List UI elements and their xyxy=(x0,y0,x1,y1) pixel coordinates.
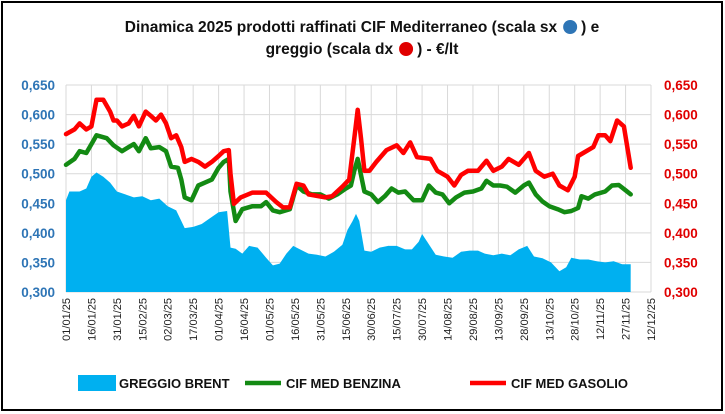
y-right-tick-label: 0,650 xyxy=(664,78,698,93)
title-line1-end: ) e xyxy=(581,19,599,36)
y-right-tick-label: 0,600 xyxy=(664,108,698,123)
y-right-tick-label: 0,450 xyxy=(664,196,698,211)
title-line2: greggio (scala dx xyxy=(266,41,394,58)
y-left-tick-label: 0,450 xyxy=(21,196,55,211)
y-right-tick-label: 0,500 xyxy=(664,167,698,182)
x-tick-label: 01/01/25 xyxy=(61,298,73,341)
x-tick-label: 16/01/25 xyxy=(86,298,98,341)
x-tick-label: 13/10/25 xyxy=(544,298,556,341)
x-tick-label: 01/05/25 xyxy=(264,298,276,341)
x-tick-label: 16/04/25 xyxy=(239,298,251,341)
y-right-tick-label: 0,550 xyxy=(664,137,698,152)
x-tick-label: 29/08/25 xyxy=(468,298,480,341)
legend-label-cif-med-benzina: CIF MED BENZINA xyxy=(286,376,401,391)
x-tick-label: 12/11/25 xyxy=(595,298,607,340)
y-right-tick-label: 0,400 xyxy=(664,226,698,241)
x-tick-label: 16/05/25 xyxy=(290,298,302,341)
x-tick-label: 13/09/25 xyxy=(493,298,505,341)
x-tick-label: 28/10/25 xyxy=(570,298,582,341)
x-tick-label: 31/05/25 xyxy=(315,298,327,341)
y-left-tick-label: 0,600 xyxy=(21,108,55,123)
y-left-tick-label: 0,350 xyxy=(21,255,55,270)
x-tick-label: 27/11/25 xyxy=(621,298,633,340)
title-line2-end: ) - €/lt xyxy=(417,41,458,58)
y-left-tick-label: 0,550 xyxy=(21,137,55,152)
x-tick-label: 15/02/25 xyxy=(137,298,149,341)
y-left-tick-label: 0,500 xyxy=(21,167,55,182)
left-arrow-icon xyxy=(563,20,578,34)
legend-label-cif-med-gasolio: CIF MED GASOLIO xyxy=(511,376,628,391)
right-arrow-icon xyxy=(399,42,414,56)
x-tick-label: 12/12/25 xyxy=(646,298,658,341)
legend: GREGGIO BRENT CIF MED BENZINA CIF MED GASO… xyxy=(78,375,628,391)
x-tick-label: 14/08/25 xyxy=(443,298,455,341)
x-tick-label: 15/06/25 xyxy=(341,298,353,341)
x-tick-label: 30/07/25 xyxy=(417,298,429,341)
x-tick-label: 17/03/25 xyxy=(188,298,200,341)
x-tick-label: 02/03/25 xyxy=(163,298,175,341)
x-tick-label: 15/07/25 xyxy=(392,298,404,341)
chart-title: Dinamica 2025 prodotti raffinati CIF Med… xyxy=(125,19,600,58)
y-right-tick-label: 0,350 xyxy=(664,255,698,270)
y-left-tick-label: 0,300 xyxy=(21,285,55,300)
x-tick-label: 30/06/25 xyxy=(366,298,378,341)
x-tick-label: 01/04/25 xyxy=(214,298,226,341)
x-tick-label: 31/01/25 xyxy=(112,298,124,341)
plot-area xyxy=(63,97,633,292)
greggio-brent-area xyxy=(66,172,631,292)
x-tick-label: 28/09/25 xyxy=(519,298,531,341)
y-right-tick-label: 0,300 xyxy=(664,285,698,300)
title-line1: Dinamica 2025 prodotti raffinati CIF Med… xyxy=(125,19,558,36)
y-left-tick-label: 0,650 xyxy=(21,78,55,93)
legend-label-greggio-brent: GREGGIO BRENT xyxy=(119,376,230,391)
axes: 0,300 0,350 0,400 0,450 0,500 0,550 0,600 0,650… xyxy=(21,78,698,341)
y-left-tick-label: 0,400 xyxy=(21,226,55,241)
legend-swatch-greggio-brent xyxy=(78,375,116,391)
svg-text:Dinamica 2025 prodotti raffina: Dinamica 2025 prodotti raffinati CIF Med… xyxy=(125,19,558,36)
